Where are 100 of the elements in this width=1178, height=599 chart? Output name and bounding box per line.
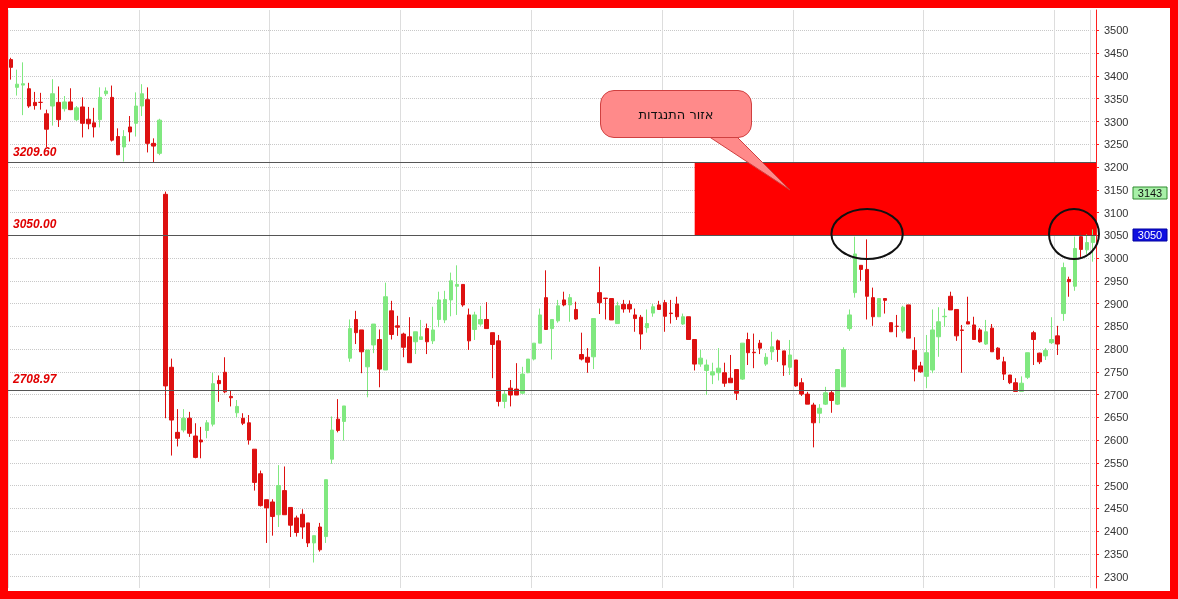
y-tick-label: 2600 — [1104, 434, 1129, 447]
candlestick — [823, 386, 828, 406]
candlestick — [431, 306, 435, 345]
candlestick — [205, 419, 209, 439]
candlestick — [365, 349, 370, 398]
y-tick-label: 3100 — [1104, 206, 1129, 219]
candlestick — [906, 304, 911, 339]
candlestick — [889, 322, 893, 333]
y-tick-label: 3250 — [1104, 138, 1129, 151]
candlestick — [502, 389, 507, 409]
candlestick — [829, 389, 834, 414]
candlestick — [128, 115, 132, 143]
candlestick — [877, 298, 881, 318]
text: 3050 — [1137, 229, 1163, 241]
candlestick — [1085, 233, 1089, 255]
candlestick — [62, 95, 67, 112]
y-tick-label: 3200 — [1104, 161, 1129, 174]
candlestick — [27, 82, 31, 109]
y-tick-label: 3300 — [1104, 115, 1129, 128]
candlestick — [645, 308, 649, 334]
candlestick — [966, 296, 970, 325]
candlestick — [663, 299, 667, 333]
y-tick-label: 2700 — [1104, 388, 1129, 401]
candlestick — [740, 342, 745, 381]
candlestick — [383, 282, 388, 371]
y-tick-label: 2350 — [1104, 547, 1129, 560]
candlestick — [1073, 236, 1077, 292]
candlestick — [764, 352, 768, 367]
candlestick — [776, 339, 780, 363]
candlestick — [15, 69, 19, 97]
annotation: אזור התנגדות — [600, 90, 752, 138]
candlestick — [1067, 276, 1071, 298]
candlestick — [181, 408, 186, 433]
candlestick — [633, 308, 637, 333]
candlestick — [788, 339, 792, 376]
candlestick — [467, 308, 471, 351]
y-tick-label: 3500 — [1104, 24, 1129, 37]
candlestick — [639, 314, 643, 351]
candlestick — [675, 296, 679, 321]
candlestick — [990, 323, 994, 353]
candlestick — [746, 332, 750, 366]
candlestick — [56, 85, 61, 128]
candlestick — [978, 327, 982, 344]
candlestick — [235, 399, 239, 418]
candlestick — [484, 301, 489, 330]
y-tick-label: 2300 — [1104, 570, 1129, 583]
candlestick — [574, 301, 578, 321]
candlestick — [50, 78, 55, 127]
candlestick — [817, 403, 822, 424]
y-tick-label: 2850 — [1104, 320, 1129, 333]
candlestick — [568, 293, 572, 323]
candlestick — [591, 318, 596, 370]
candlestick — [1025, 352, 1030, 380]
candlestick — [425, 323, 429, 355]
candlestick — [972, 316, 976, 341]
y-tick-label: 2550 — [1104, 456, 1129, 469]
y-tick-label: 2900 — [1104, 297, 1129, 310]
candlestick — [68, 87, 73, 111]
candlestick — [883, 298, 887, 315]
candlestick — [324, 479, 328, 544]
candlestick — [984, 319, 988, 346]
candlestick — [871, 287, 875, 327]
candlestick — [615, 301, 620, 325]
y-tick-label: 2750 — [1104, 365, 1129, 378]
candlestick — [223, 356, 227, 394]
candlestick — [342, 405, 346, 442]
y-tick-label: 2800 — [1104, 343, 1129, 356]
candlestick — [44, 109, 49, 148]
candlestick — [1037, 352, 1042, 365]
candlestick — [241, 412, 245, 426]
y-tick-label: 2450 — [1104, 502, 1129, 515]
candlestick — [110, 85, 114, 143]
candlestick — [770, 331, 774, 361]
candlestick — [9, 57, 13, 81]
text: 3143 — [1137, 187, 1163, 199]
ref-line-label: 3209.60 — [13, 144, 57, 159]
candlestick — [140, 83, 144, 117]
candlestick — [1043, 347, 1048, 361]
candlestick — [371, 323, 376, 354]
candlestick — [562, 291, 566, 307]
candlestick — [247, 414, 251, 446]
candlestick — [544, 269, 548, 330]
candlestick — [752, 333, 756, 369]
candlestick — [859, 264, 863, 282]
candlestick — [318, 522, 322, 553]
candlestick — [443, 290, 447, 324]
candlestick — [526, 358, 530, 374]
y-tick-label: 3050 — [1104, 229, 1129, 242]
candlestick — [532, 342, 536, 361]
y-tick-label: 2500 — [1104, 479, 1129, 492]
candlestick — [229, 389, 233, 407]
y-tick-label: 2950 — [1104, 274, 1129, 287]
candlestick — [455, 264, 459, 316]
candlestick — [348, 318, 352, 363]
candlestick — [895, 314, 899, 338]
candlestick — [901, 305, 905, 334]
candlestick — [556, 299, 560, 324]
candlestick — [853, 236, 857, 299]
candlestick — [187, 411, 192, 438]
candlestick — [276, 464, 281, 528]
